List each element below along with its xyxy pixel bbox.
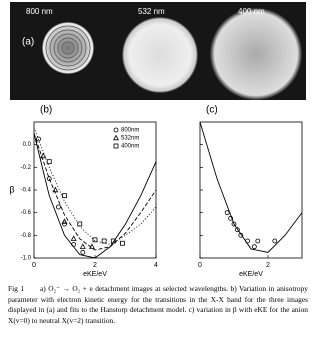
x-axis-label: eKE/eV [83,271,107,278]
fit-line [199,121,303,253]
point [62,193,67,199]
point [46,176,52,182]
x-tick-label: 0 [32,262,36,269]
legend-label: 532nm [121,136,139,142]
point [238,232,244,238]
caption-label: Fig 1 [8,284,25,293]
point [56,204,61,210]
point [110,238,116,244]
point [101,238,107,244]
x-tick-label: 4 [154,262,158,269]
point [92,237,98,243]
caption: Fig 1 a) O₂⁻ → O₂ + e detachment images a… [8,284,308,326]
point [255,238,261,244]
point [70,235,77,241]
caption-text: a) O₂⁻ → O₂ + e detachment images at sel… [8,284,308,325]
image-label: 800 nm [26,7,53,16]
legend-label: 400nm [121,144,139,150]
point [272,238,278,244]
y-tick-label: -1.0 [21,256,32,262]
legend-marker [113,134,119,141]
point [36,136,41,142]
point [120,240,125,246]
image-800 [42,22,94,74]
fit-line [33,127,157,245]
point [80,249,86,255]
point [61,218,68,224]
image-400 [210,8,302,100]
point [79,243,86,249]
x-axis-label: eKE/eV [239,271,263,278]
point [251,244,257,250]
fit-line [33,133,157,259]
point [88,243,95,249]
plot-frame [199,121,303,259]
image-532 [122,17,198,93]
y-tick-label: 0.0 [23,142,32,148]
y-tick-label: -0.4 [21,188,32,194]
point [224,210,230,216]
point [62,221,67,227]
panel-label: (b) [40,105,52,116]
panel-label: (a) [22,37,34,48]
point [71,241,77,247]
point [228,215,234,221]
legend-marker [113,143,119,149]
y-tick-label: -0.6 [21,210,32,216]
panel-label: (c) [206,105,218,116]
point [231,221,237,227]
legend-marker [113,127,119,133]
figure: (a) 800 nm 532 nm 400 nm (b) 0 2 4 0.0 -0.2 -0… [9,2,306,278]
point [77,221,83,227]
fit-line [33,133,157,251]
point [40,152,47,159]
point [46,159,52,165]
legend-label: 800nm [121,128,139,134]
image-label: 532 nm [138,7,165,16]
rings [45,25,91,71]
point [52,186,59,193]
y-axis-label: β [9,184,14,194]
y-tick-label: -0.8 [21,233,32,239]
image-label: 400 nm [238,7,265,16]
point [245,238,251,244]
point [234,227,240,233]
x-tick-label: 2 [93,262,97,269]
x-tick-label: 2 [266,262,270,269]
y-tick-label: -0.2 [21,165,32,171]
x-tick-label: 0 [198,262,202,269]
